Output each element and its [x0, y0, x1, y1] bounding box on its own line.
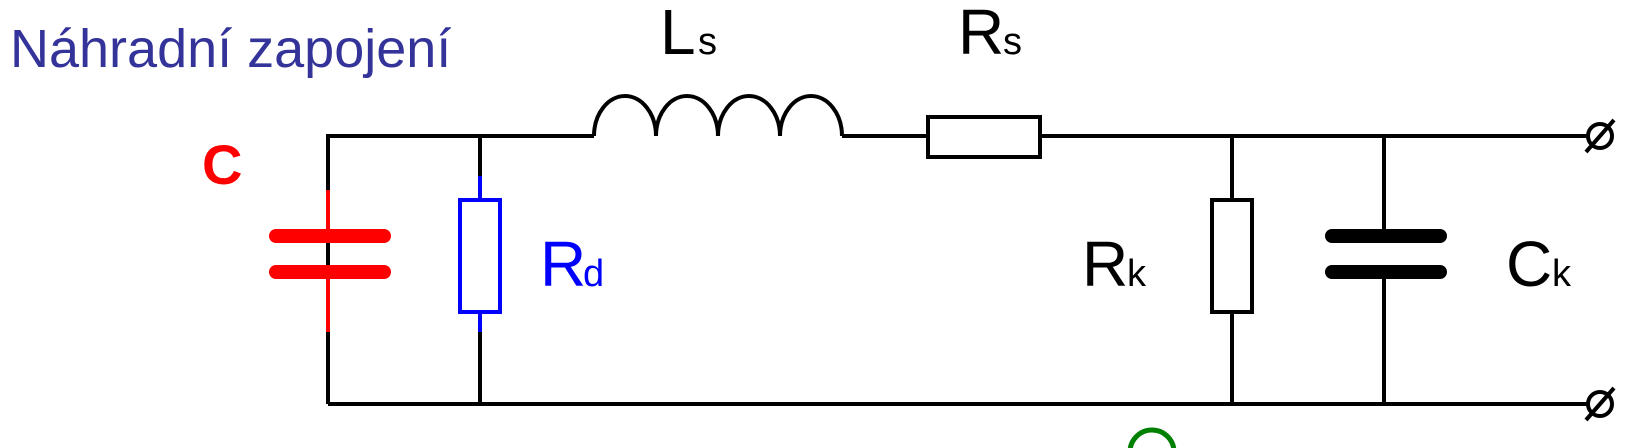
svg-text:R: R [958, 0, 1004, 68]
terminal-bottom [1584, 386, 1616, 422]
label-rs: R s [958, 0, 1022, 68]
svg-text:k: k [1127, 253, 1147, 295]
label-ls: L s [660, 0, 717, 68]
svg-text:s: s [698, 21, 717, 63]
svg-text:L: L [660, 0, 696, 68]
green-arc-partial [1127, 427, 1177, 448]
svg-text:R: R [1082, 228, 1128, 300]
capacitor-ck [1325, 136, 1447, 404]
svg-text:R: R [540, 228, 586, 300]
svg-text:s: s [1003, 21, 1022, 63]
capacitor-c [269, 136, 391, 332]
label-rd: R d [540, 228, 604, 300]
resistor-rk [1210, 136, 1254, 404]
svg-text:d: d [583, 253, 604, 295]
diagram-title: Náhradní zapojení [10, 19, 451, 79]
resistor-rs [926, 115, 1042, 159]
inductor-ls [592, 94, 844, 137]
resistor-rd [458, 136, 502, 404]
label-rk: R k [1082, 228, 1147, 300]
label-ck: C k [1506, 228, 1572, 300]
svg-text:k: k [1552, 253, 1572, 295]
label-c: C [202, 133, 242, 196]
svg-text:C: C [1506, 228, 1552, 300]
terminal-top [1584, 118, 1616, 154]
